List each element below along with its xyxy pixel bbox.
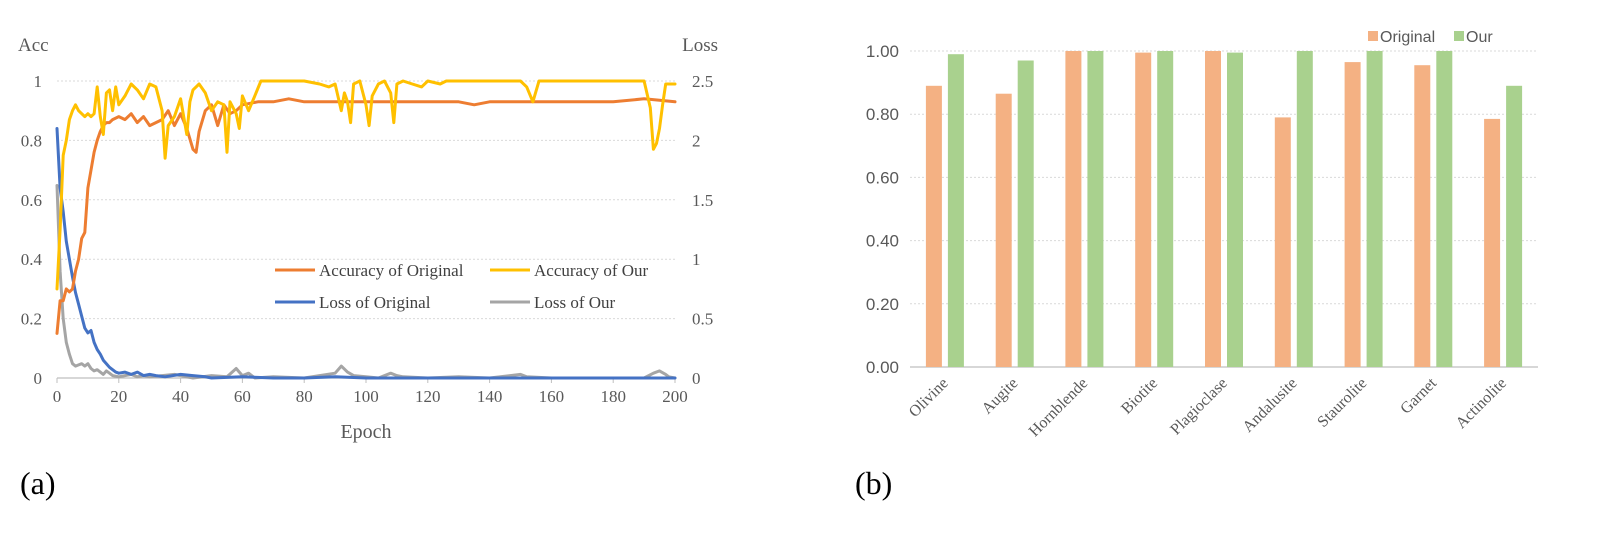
bar-original-hornblende xyxy=(1065,51,1082,367)
x-tick-label: Augite xyxy=(979,375,1022,418)
x-tick-label: 80 xyxy=(296,387,313,406)
x-tick-label: 120 xyxy=(415,387,441,406)
bar-our-andalusite xyxy=(1296,51,1313,367)
x-tick-label: Hornblende xyxy=(1026,375,1091,440)
x-tick-label: 200 xyxy=(662,387,688,406)
x-tick-label: Actinolite xyxy=(1453,375,1510,432)
x-tick-label: 100 xyxy=(353,387,379,406)
legend-label: Original xyxy=(1380,29,1435,46)
x-tick-label: 0 xyxy=(53,387,62,406)
y-left-tick-label: 0.4 xyxy=(21,250,43,269)
y-right-tick-label: 2 xyxy=(692,131,701,150)
line-chart-panel: Acc Loss 0 0.2 0.4 0.6 0.8 1 0 0.5 1 1.5 2 2.5 0 20 40… xyxy=(18,35,718,501)
bar-original-augite xyxy=(995,93,1012,367)
legend-label: Our xyxy=(1466,29,1493,46)
y-right-tick-label: 1.5 xyxy=(692,191,713,210)
bar-our-actinolite xyxy=(1506,85,1523,368)
x-tick-label: Olivine xyxy=(906,375,952,421)
legend-label: Loss of Our xyxy=(534,293,616,312)
bar-chart-panel: 0.00 0.20 0.40 0.60 0.80 1.00 Olivine Augite Hor… xyxy=(855,29,1538,501)
bar-our-biotite xyxy=(1157,51,1174,367)
x-axis-title: Epoch xyxy=(340,421,391,443)
bar-original-andalusite xyxy=(1274,117,1291,368)
y-right-tick-label: 0.5 xyxy=(692,310,713,329)
bar-our-hornblende xyxy=(1087,51,1104,367)
y-tick-label: 0.60 xyxy=(866,168,899,187)
y-right-tick-label: 2.5 xyxy=(692,72,713,91)
bars xyxy=(925,51,1523,368)
y-tick-label: 0.20 xyxy=(866,295,899,314)
panel-label-a: (a) xyxy=(20,465,56,501)
legend-swatch xyxy=(1368,31,1378,41)
x-tick-label: 140 xyxy=(477,387,503,406)
x-tick-label: 60 xyxy=(234,387,251,406)
x-tick-label: Biotite xyxy=(1118,375,1161,418)
left-axis-title: Acc xyxy=(18,35,49,56)
bar-original-staurolite xyxy=(1344,62,1361,367)
y-left-tick-label: 0.6 xyxy=(21,191,42,210)
bar-original-plagioclase xyxy=(1205,51,1221,367)
legend-label: Loss of Original xyxy=(319,293,431,312)
bar-original-biotite xyxy=(1135,52,1152,367)
bar-our-plagioclase xyxy=(1227,52,1243,367)
panel-label-b: (b) xyxy=(855,465,892,501)
y-right-tick-label: 0 xyxy=(692,369,701,388)
y-tick-label: 0.40 xyxy=(866,232,899,251)
bar-our-augite xyxy=(1017,60,1034,367)
legend-swatch xyxy=(1454,31,1464,41)
x-tick-label: 20 xyxy=(110,387,127,406)
series-line-loss-of-original xyxy=(55,127,677,380)
bar-our-staurolite xyxy=(1366,51,1383,367)
x-tick-label: Plagioclase xyxy=(1167,375,1231,439)
bar-our-garnet xyxy=(1436,51,1453,367)
gridlines xyxy=(910,50,1538,368)
right-axis-title: Loss xyxy=(682,35,718,56)
bar-our-olivine xyxy=(947,54,964,367)
y-left-tick-label: 1 xyxy=(34,72,43,91)
bar-original-garnet xyxy=(1414,65,1431,367)
bar-original-olivine xyxy=(925,85,942,368)
legend-label: Accuracy of Original xyxy=(319,261,464,280)
y-left-tick-label: 0.8 xyxy=(21,131,42,150)
x-tick-label: 40 xyxy=(172,387,189,406)
series-lines xyxy=(55,79,677,380)
series-line-accuracy-of-our xyxy=(55,79,677,291)
x-tick-label: Staurolite xyxy=(1314,375,1370,431)
y-left-tick-label: 0.2 xyxy=(21,310,42,329)
series-line-loss-of-our xyxy=(55,184,677,380)
x-tick-label: Andalusite xyxy=(1240,375,1301,436)
x-tick-label: 160 xyxy=(539,387,565,406)
y-tick-label: 0.80 xyxy=(866,105,899,124)
legend: Accuracy of Original Accuracy of Our Loss … xyxy=(275,261,649,312)
y-tick-label: 0.00 xyxy=(866,358,899,377)
tick-labels: 0 0.2 0.4 0.6 0.8 1 0 0.5 1 1.5 2 2.5 0 20 40 60 80 100 12… xyxy=(21,72,714,406)
y-tick-label: 1.00 xyxy=(866,42,899,61)
bar-original-actinolite xyxy=(1484,118,1501,368)
x-tick-label: 180 xyxy=(600,387,626,406)
legend-label: Accuracy of Our xyxy=(534,261,649,280)
y-right-tick-label: 1 xyxy=(692,250,701,269)
y-left-tick-label: 0 xyxy=(34,369,43,388)
legend: Original Our xyxy=(1368,29,1493,46)
x-tick-label: Garnet xyxy=(1397,374,1440,417)
